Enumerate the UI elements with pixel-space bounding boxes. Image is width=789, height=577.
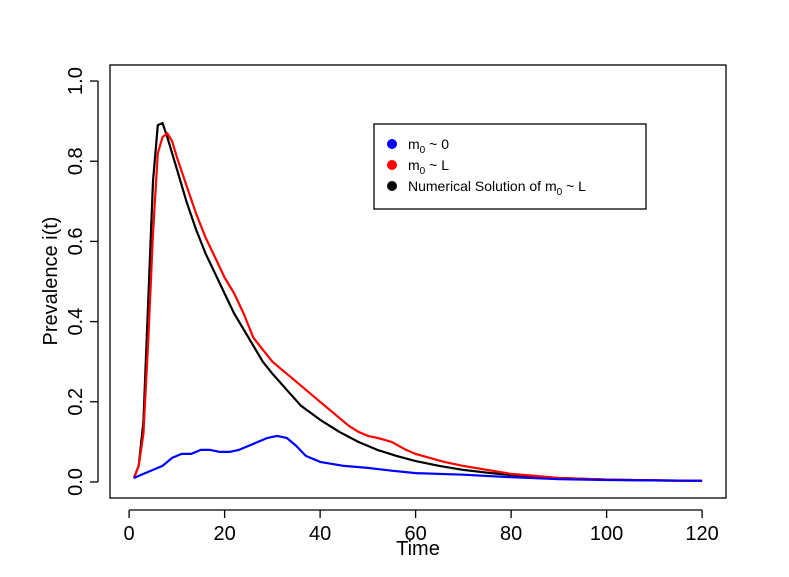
legend-entry-2: m0 ~ L (408, 157, 449, 177)
y-axis: 0.0 0.2 0.4 0.6 0.8 1.0 (65, 67, 99, 496)
legend-entry-3: Numerical Solution of m0 ~ L (408, 178, 586, 198)
legend: m0 ~ 0 m0 ~ L Numerical Solution of m0 ~… (373, 123, 647, 210)
y-tick-label: 0.0 (65, 468, 87, 496)
y-tick-label: 0.2 (65, 388, 87, 416)
legend-marker-blue (387, 139, 397, 149)
series-line-m0-0 (133, 434, 703, 482)
series-line-m0-L (132, 132, 703, 482)
x-tick-label: 120 (685, 523, 718, 545)
y-axis-title: Prevalence i(t) (40, 217, 62, 346)
x-tick-label: 80 (500, 523, 522, 545)
y-tick-label: 0.4 (65, 308, 87, 336)
x-tick-label: 100 (590, 523, 623, 545)
legend-box (373, 123, 647, 210)
x-axis: 0 20 40 60 80 100 120 (124, 509, 719, 545)
y-tick-label: 1.0 (65, 67, 87, 95)
y-tick-label: 0.8 (65, 147, 87, 175)
x-tick-label: 20 (213, 523, 235, 545)
plot-frame (109, 64, 727, 499)
x-tick-label: 0 (124, 523, 135, 545)
series-layer (132, 122, 703, 482)
x-tick-label: 60 (404, 523, 426, 545)
legend-marker-black (387, 181, 397, 191)
legend-entry-1: m0 ~ 0 (408, 136, 449, 156)
legend-marker-red (387, 160, 397, 170)
x-axis-title: Time (396, 538, 440, 560)
x-tick-label: 40 (309, 523, 331, 545)
y-tick-label: 0.6 (65, 228, 87, 256)
series-line-numerical (132, 122, 703, 482)
